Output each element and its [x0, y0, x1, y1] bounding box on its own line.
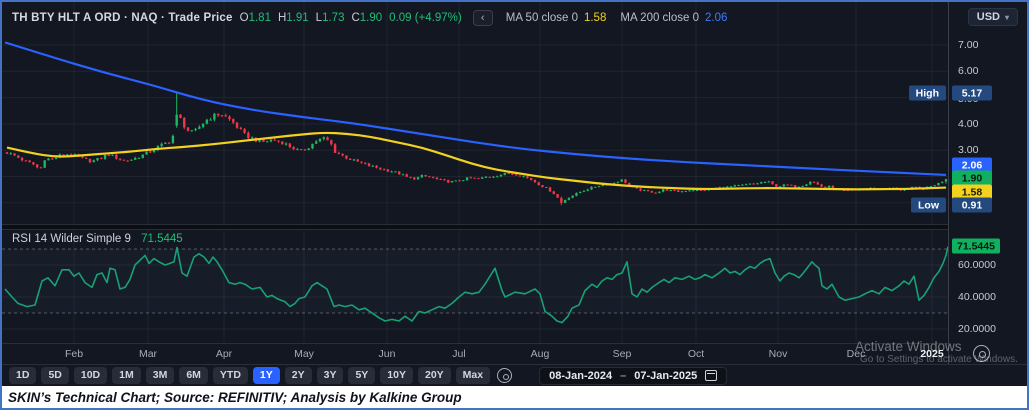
low-tag-chip: Low: [911, 197, 946, 213]
month-label-apr: Apr: [215, 348, 233, 360]
range-button-ytd[interactable]: YTD: [212, 367, 248, 384]
axis-label: 40.0000: [958, 291, 996, 303]
price-badge: 2.06: [952, 157, 992, 173]
month-label-nov: Nov: [768, 348, 788, 360]
price-badge: 1.90: [952, 170, 992, 186]
study-legend-1: MA 200 close 0 2.06: [620, 12, 728, 24]
ma-legend: MA 50 close 0 1.58 MA 200 close 0 2.06: [506, 12, 728, 24]
toolbar-gear-icon[interactable]: [497, 368, 513, 383]
axis-label: 7.00: [958, 39, 979, 51]
axis-label: 20.0000: [958, 323, 996, 335]
rsi-value: 71.5445: [141, 233, 183, 245]
month-label-oct: Oct: [687, 348, 705, 360]
range-button-20y[interactable]: 20Y: [417, 367, 451, 384]
range-button-3m[interactable]: 3M: [145, 367, 175, 384]
rsi-legend: RSI 14 Wilder Simple 9 71.5445: [12, 233, 183, 245]
trading-chart-app: TH BTY HLT A ORD · NAQ · Trade Price O1.…: [2, 2, 1027, 386]
symbol-title: TH BTY HLT A ORD · NAQ · Trade Price: [12, 12, 233, 24]
currency-dropdown[interactable]: USD ▾: [967, 8, 1018, 26]
range-button-1d[interactable]: 1D: [9, 367, 37, 384]
date-dash: –: [620, 369, 627, 382]
change-value: 0.09 (+4.97%): [389, 12, 462, 24]
ohlc-c: C1.90: [351, 12, 383, 24]
month-label-aug: Aug: [530, 348, 550, 360]
rsi-study-label: RSI 14 Wilder Simple 9: [12, 233, 131, 245]
range-button-max[interactable]: Max: [455, 367, 491, 384]
date-from: 08-Jan-2024: [549, 369, 613, 382]
pane-divider[interactable]: [2, 224, 948, 230]
axis-label: 4.00: [958, 118, 979, 130]
ohlc-o: O1.81: [239, 12, 271, 24]
date-range-picker[interactable]: 08-Jan-2024–07-Jan-2025: [539, 366, 728, 385]
range-button-5d[interactable]: 5D: [41, 367, 69, 384]
month-label-feb: Feb: [64, 348, 84, 360]
high-tag-chip: High: [908, 85, 946, 101]
month-label-dec: Dec: [846, 348, 866, 360]
range-toolbar: 1D 5D 10D 1M 3M 6M YTD 1Y 2Y 3Y 5Y 10Y 20Y Max 08-Jan-…: [2, 364, 1027, 386]
date-to: 07-Jan-2025: [634, 369, 698, 382]
axis-settings-icon[interactable]: [973, 345, 990, 362]
range-button-10d[interactable]: 10D: [73, 367, 108, 384]
range-button-5y[interactable]: 5Y: [348, 367, 376, 384]
calendar-icon: [705, 370, 718, 381]
month-label-jul: Jul: [452, 348, 466, 360]
time-axis[interactable]: Feb Mar Apr May Jun Jul Aug Sep Oct Nov Dec 2025: [2, 343, 1027, 364]
range-button-1y[interactable]: 1Y: [252, 367, 280, 384]
month-label-mar: Mar: [138, 348, 158, 360]
rsi-band: [2, 249, 948, 313]
month-label-jun: Jun: [378, 348, 396, 360]
range-button-2y[interactable]: 2Y: [284, 367, 312, 384]
axis-label: 3.00: [958, 144, 979, 156]
month-label-2025: 2025: [920, 348, 944, 360]
month-label-sep: Sep: [612, 348, 632, 360]
low-price-badge: 0.91: [952, 197, 992, 213]
legend-collapse-button[interactable]: ‹: [472, 10, 493, 26]
currency-label: USD: [976, 11, 1000, 23]
candles: [5, 93, 948, 206]
rsi-line: [4, 246, 948, 324]
study-legend-0: MA 50 close 0 1.58: [505, 12, 607, 24]
axis-label: 60.0000: [958, 259, 996, 271]
chart-canvas[interactable]: [2, 2, 948, 343]
high-price-badge: 5.17: [952, 85, 992, 101]
chart-legend: TH BTY HLT A ORD · NAQ · Trade Price O1.…: [12, 10, 727, 26]
price-axis[interactable]: 7.006.005.004.003.0060.000040.000020.000…: [948, 2, 1027, 364]
range-button-3y[interactable]: 3Y: [316, 367, 344, 384]
chevron-down-icon: ▾: [1004, 12, 1009, 22]
range-button-6m[interactable]: 6M: [179, 367, 208, 384]
chart-caption: SKIN’s Technical Chart; Source: REFINITI…: [2, 386, 1027, 408]
ohlc-values: O1.81 H1.91 L1.73 C1.90: [240, 12, 383, 24]
ma200-line: [4, 41, 947, 177]
month-label-may: May: [294, 348, 314, 360]
price-badge: 1.58: [952, 184, 992, 200]
ma50-line: [6, 131, 947, 191]
rsi-value-badge: 71.5445: [952, 238, 1000, 254]
range-button-1m[interactable]: 1M: [112, 367, 141, 384]
ohlc-h: H1.91: [277, 12, 309, 24]
range-button-10y[interactable]: 10Y: [380, 367, 413, 384]
axis-label: 6.00: [958, 65, 979, 77]
ohlc-l: L1.73: [315, 12, 345, 24]
